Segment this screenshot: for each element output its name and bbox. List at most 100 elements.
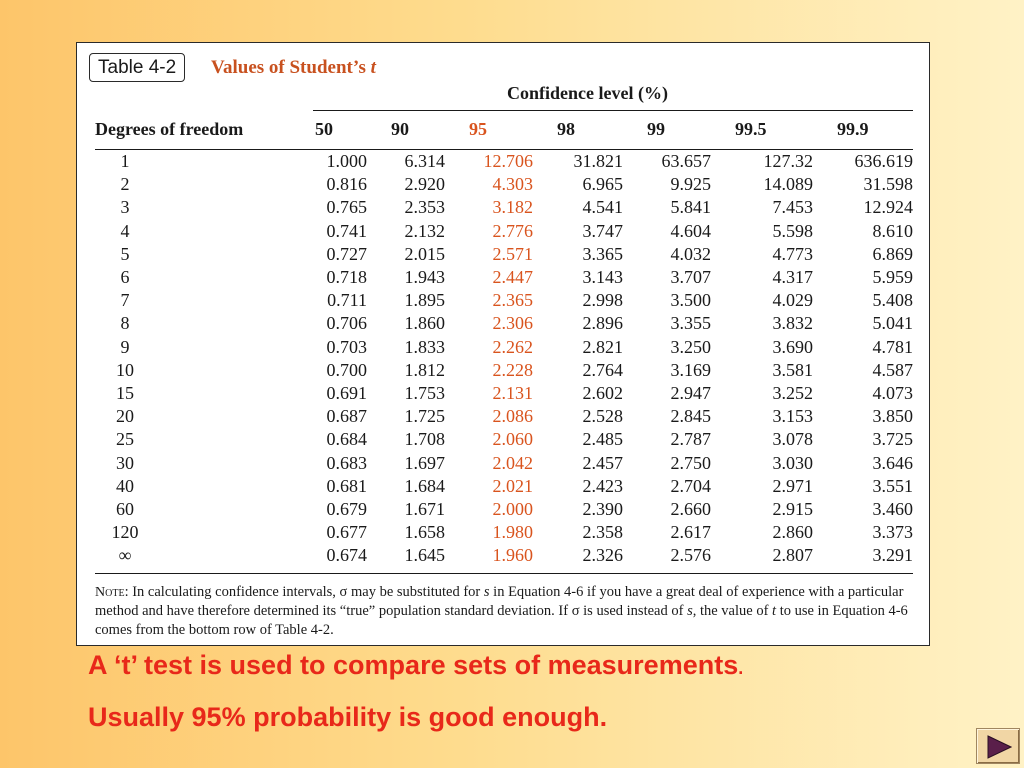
- t-value-cell: 3.725: [872, 429, 914, 450]
- degrees-of-freedom-cell: 60: [116, 499, 134, 519]
- degrees-of-freedom-cell: 2: [120, 174, 130, 195]
- t-value-cell: 3.551: [872, 475, 914, 496]
- t-value-cell: 1.725: [404, 406, 446, 427]
- t-value-cell: 4.773: [772, 243, 814, 264]
- degrees-of-freedom-cell: ∞: [118, 545, 132, 566]
- t-value-cell: 2.060: [492, 429, 534, 450]
- t-value-cell: 3.169: [670, 359, 712, 380]
- note-var-s: s: [483, 584, 490, 600]
- degrees-of-freedom-cell: 8: [120, 313, 130, 334]
- t-value-cell: 3.355: [670, 313, 712, 334]
- t-value-cell: 2.947: [670, 383, 712, 403]
- t-value-cell: 3.078: [772, 429, 814, 450]
- t-value-cell: 2.602: [582, 383, 624, 403]
- t-value-cell: 2.971: [772, 475, 814, 496]
- t-value-cell: 3.291: [872, 545, 914, 566]
- t-value-cell: 6.965: [582, 174, 624, 195]
- note-label: Note: [95, 585, 125, 600]
- t-value-cell: 31.821: [573, 151, 624, 171]
- t-value-cell: 3.646: [872, 452, 914, 473]
- t-value-cell: 2.896: [582, 313, 624, 334]
- t-value-cell: 4.587: [872, 359, 914, 380]
- t-value-cell: 127.32: [763, 151, 814, 171]
- note-text-3: , the value of: [692, 603, 773, 619]
- t-value-cell: 2.485: [582, 429, 624, 450]
- t-value-cell: 7.453: [772, 197, 814, 218]
- t-value-cell: 3.707: [670, 267, 712, 287]
- note-var-s2: s: [687, 603, 693, 619]
- t-value-cell: 0.677: [326, 522, 368, 543]
- t-value-cell: 2.021: [492, 475, 534, 496]
- t-value-cell: 1.697: [404, 452, 446, 473]
- t-value-cell: 3.832: [772, 313, 814, 334]
- t-value-cell: 1.833: [404, 336, 446, 357]
- t-value-cell: 4.781: [872, 336, 914, 357]
- t-value-cell: 0.816: [326, 174, 368, 195]
- table-number-badge: Table 4-2: [89, 53, 186, 82]
- t-value-cell: 2.262: [492, 336, 534, 357]
- t-value-cell: 2.326: [582, 545, 624, 566]
- t-value-cell: 1.960: [492, 545, 534, 566]
- degrees-of-freedom-header: Degrees of freedom: [95, 119, 244, 139]
- t-value-cell: 4.303: [492, 174, 534, 195]
- table-title-variable: t: [370, 57, 376, 78]
- note-rule: [95, 573, 913, 574]
- t-value-cell: 2.423: [582, 475, 624, 496]
- t-value-cell: 3.365: [582, 243, 624, 264]
- t-value-cell: 0.706: [326, 313, 368, 334]
- t-value-cell: 0.727: [326, 243, 368, 264]
- note-text-4: to use in Equation 4-6 comes from the bo…: [95, 603, 908, 638]
- degrees-of-freedom-cell: 10: [116, 359, 134, 380]
- t-value-cell: 1.980: [492, 522, 534, 543]
- header-rule-bottom: [95, 149, 913, 150]
- t-value-cell: 2.131: [492, 383, 534, 403]
- t-value-cell: 3.030: [772, 452, 814, 473]
- t-value-cell: 2.353: [404, 197, 446, 218]
- column-header-95: 95: [469, 119, 487, 139]
- degrees-of-freedom-cell: 9: [120, 336, 130, 357]
- t-value-cell: 2.617: [670, 522, 712, 543]
- t-value-cell: 6.314: [404, 151, 446, 171]
- t-value-cell: 2.807: [772, 545, 814, 566]
- next-slide-button[interactable]: [976, 728, 1020, 764]
- t-value-cell: 3.153: [772, 406, 814, 427]
- t-value-cell: 0.703: [326, 336, 368, 357]
- t-value-cell: 1.753: [404, 383, 446, 403]
- t-value-cell: 5.041: [872, 313, 914, 334]
- degrees-of-freedom-cell: 20: [116, 406, 134, 427]
- caption-line-1: A ‘t’ test is used to compare sets of me…: [88, 650, 743, 681]
- t-value-cell: 1.684: [404, 475, 446, 496]
- degrees-of-freedom-cell: 15: [116, 383, 134, 403]
- t-value-cell: 3.373: [872, 522, 914, 543]
- student-t-table: Table 4-2 Values of Student’s t Confiden…: [76, 42, 930, 646]
- t-value-cell: 0.683: [326, 452, 368, 473]
- t-value-cell: 5.408: [872, 290, 914, 311]
- t-value-cell: 12.706: [483, 151, 534, 171]
- note-text-1: : In calculating confidence intervals, σ…: [124, 584, 484, 600]
- confidence-level-header: Confidence level (%): [507, 83, 668, 103]
- t-value-cell: 0.681: [326, 475, 368, 496]
- t-value-cell: 0.679: [326, 499, 368, 519]
- caption-line-1-text: A ‘t’ test is used to compare sets of me…: [88, 650, 739, 680]
- t-value-cell: 3.747: [582, 220, 624, 241]
- t-value-cell: 2.447: [492, 267, 534, 287]
- t-value-cell: 2.457: [582, 452, 624, 473]
- t-value-cell: 2.571: [492, 243, 534, 264]
- t-value-cell: 2.576: [670, 545, 712, 566]
- t-value-cell: 14.089: [763, 174, 814, 195]
- t-value-cell: 3.143: [582, 267, 624, 287]
- t-value-cell: 3.250: [670, 336, 712, 357]
- column-header-90: 90: [391, 119, 409, 139]
- t-value-cell: 5.841: [670, 197, 712, 218]
- degrees-of-freedom-cell: 4: [120, 220, 130, 241]
- t-value-cell: 2.042: [492, 452, 534, 473]
- t-value-cell: 636.619: [854, 151, 914, 171]
- t-value-cell: 1.708: [404, 429, 446, 450]
- t-value-cell: 0.691: [326, 383, 368, 403]
- t-value-cell: 0.741: [326, 220, 368, 241]
- t-value-cell: 1.860: [404, 313, 446, 334]
- column-header-98: 98: [557, 119, 575, 139]
- degrees-of-freedom-cell: 30: [116, 452, 134, 473]
- t-value-cell: 2.365: [492, 290, 534, 311]
- header-rule-top: [313, 110, 913, 111]
